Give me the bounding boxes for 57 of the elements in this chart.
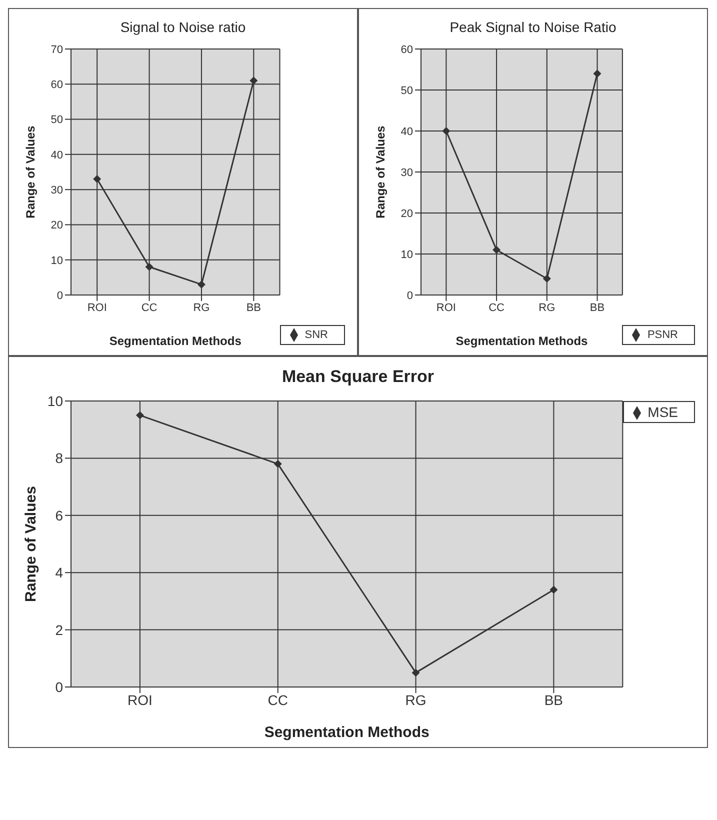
y-tick-label: 40 — [400, 126, 413, 138]
legend-label: SNR — [304, 328, 328, 341]
point — [250, 76, 258, 85]
point — [412, 668, 420, 677]
point — [93, 175, 102, 184]
x-tick-label: BB — [246, 302, 262, 314]
point — [197, 280, 206, 288]
y-tick-label: 0 — [55, 678, 64, 695]
x-tick-label: RG — [538, 302, 556, 314]
y-tick-label: 2 — [55, 622, 64, 638]
x-tick-label: ROI — [87, 302, 107, 314]
y-tick-label: 60 — [50, 79, 63, 92]
point — [542, 274, 551, 283]
point — [442, 127, 450, 135]
chart-title: Mean Square Error — [280, 367, 436, 387]
y-tick-label: 40 — [50, 149, 63, 162]
x-axis-title: Segmentation Methods — [264, 724, 430, 741]
x-tick-label: ROI — [436, 302, 456, 314]
y-tick-label: 20 — [50, 220, 63, 232]
y-tick-label: 70 — [50, 44, 63, 56]
x-axis-title: Segmentation Methods — [456, 334, 588, 348]
point — [593, 70, 602, 78]
x-tick-label: RG — [193, 302, 210, 314]
y-tick-label: 6 — [55, 507, 64, 524]
y-axis-title: Range of Values — [23, 125, 38, 218]
x-axis-title: Segmentation Methods — [109, 334, 242, 348]
x-tick-label: CC — [268, 692, 288, 708]
y-tick-label: 20 — [400, 208, 413, 220]
point — [145, 262, 154, 271]
x-tick-label: RG — [405, 692, 426, 708]
x-tick-label: CC — [141, 302, 158, 314]
y-axis-title: Range of Values — [22, 486, 40, 602]
x-tick-label: ROI — [128, 692, 152, 708]
point — [274, 460, 282, 468]
y-tick-label: 10 — [47, 392, 64, 409]
y-tick-label: 30 — [400, 166, 413, 179]
x-tick-label: CC — [488, 302, 505, 314]
y-axis-title: Range of Values — [373, 125, 388, 218]
y-tick-label: 8 — [55, 450, 64, 466]
legend-label: PSNR — [647, 328, 678, 341]
y-tick-label: 10 — [400, 248, 413, 261]
x-tick-label: BB — [544, 692, 564, 708]
y-tick-label: 0 — [56, 290, 63, 302]
y-tick-label: 50 — [400, 84, 413, 97]
y-tick-label: 10 — [50, 254, 63, 267]
legend-label: MSE — [648, 404, 678, 420]
point — [136, 411, 144, 420]
y-tick-label: 4 — [55, 564, 64, 581]
chart-title: Peak Signal to Noise Ratio — [448, 19, 618, 35]
point — [492, 246, 501, 254]
x-tick-label: BB — [590, 302, 605, 314]
y-tick-label: 30 — [50, 184, 63, 196]
point — [550, 586, 558, 594]
y-tick-label: 50 — [50, 114, 63, 126]
y-tick-label: 60 — [400, 44, 413, 56]
y-tick-label: 0 — [406, 290, 413, 302]
chart-title: Signal to Noise ratio — [119, 19, 247, 35]
